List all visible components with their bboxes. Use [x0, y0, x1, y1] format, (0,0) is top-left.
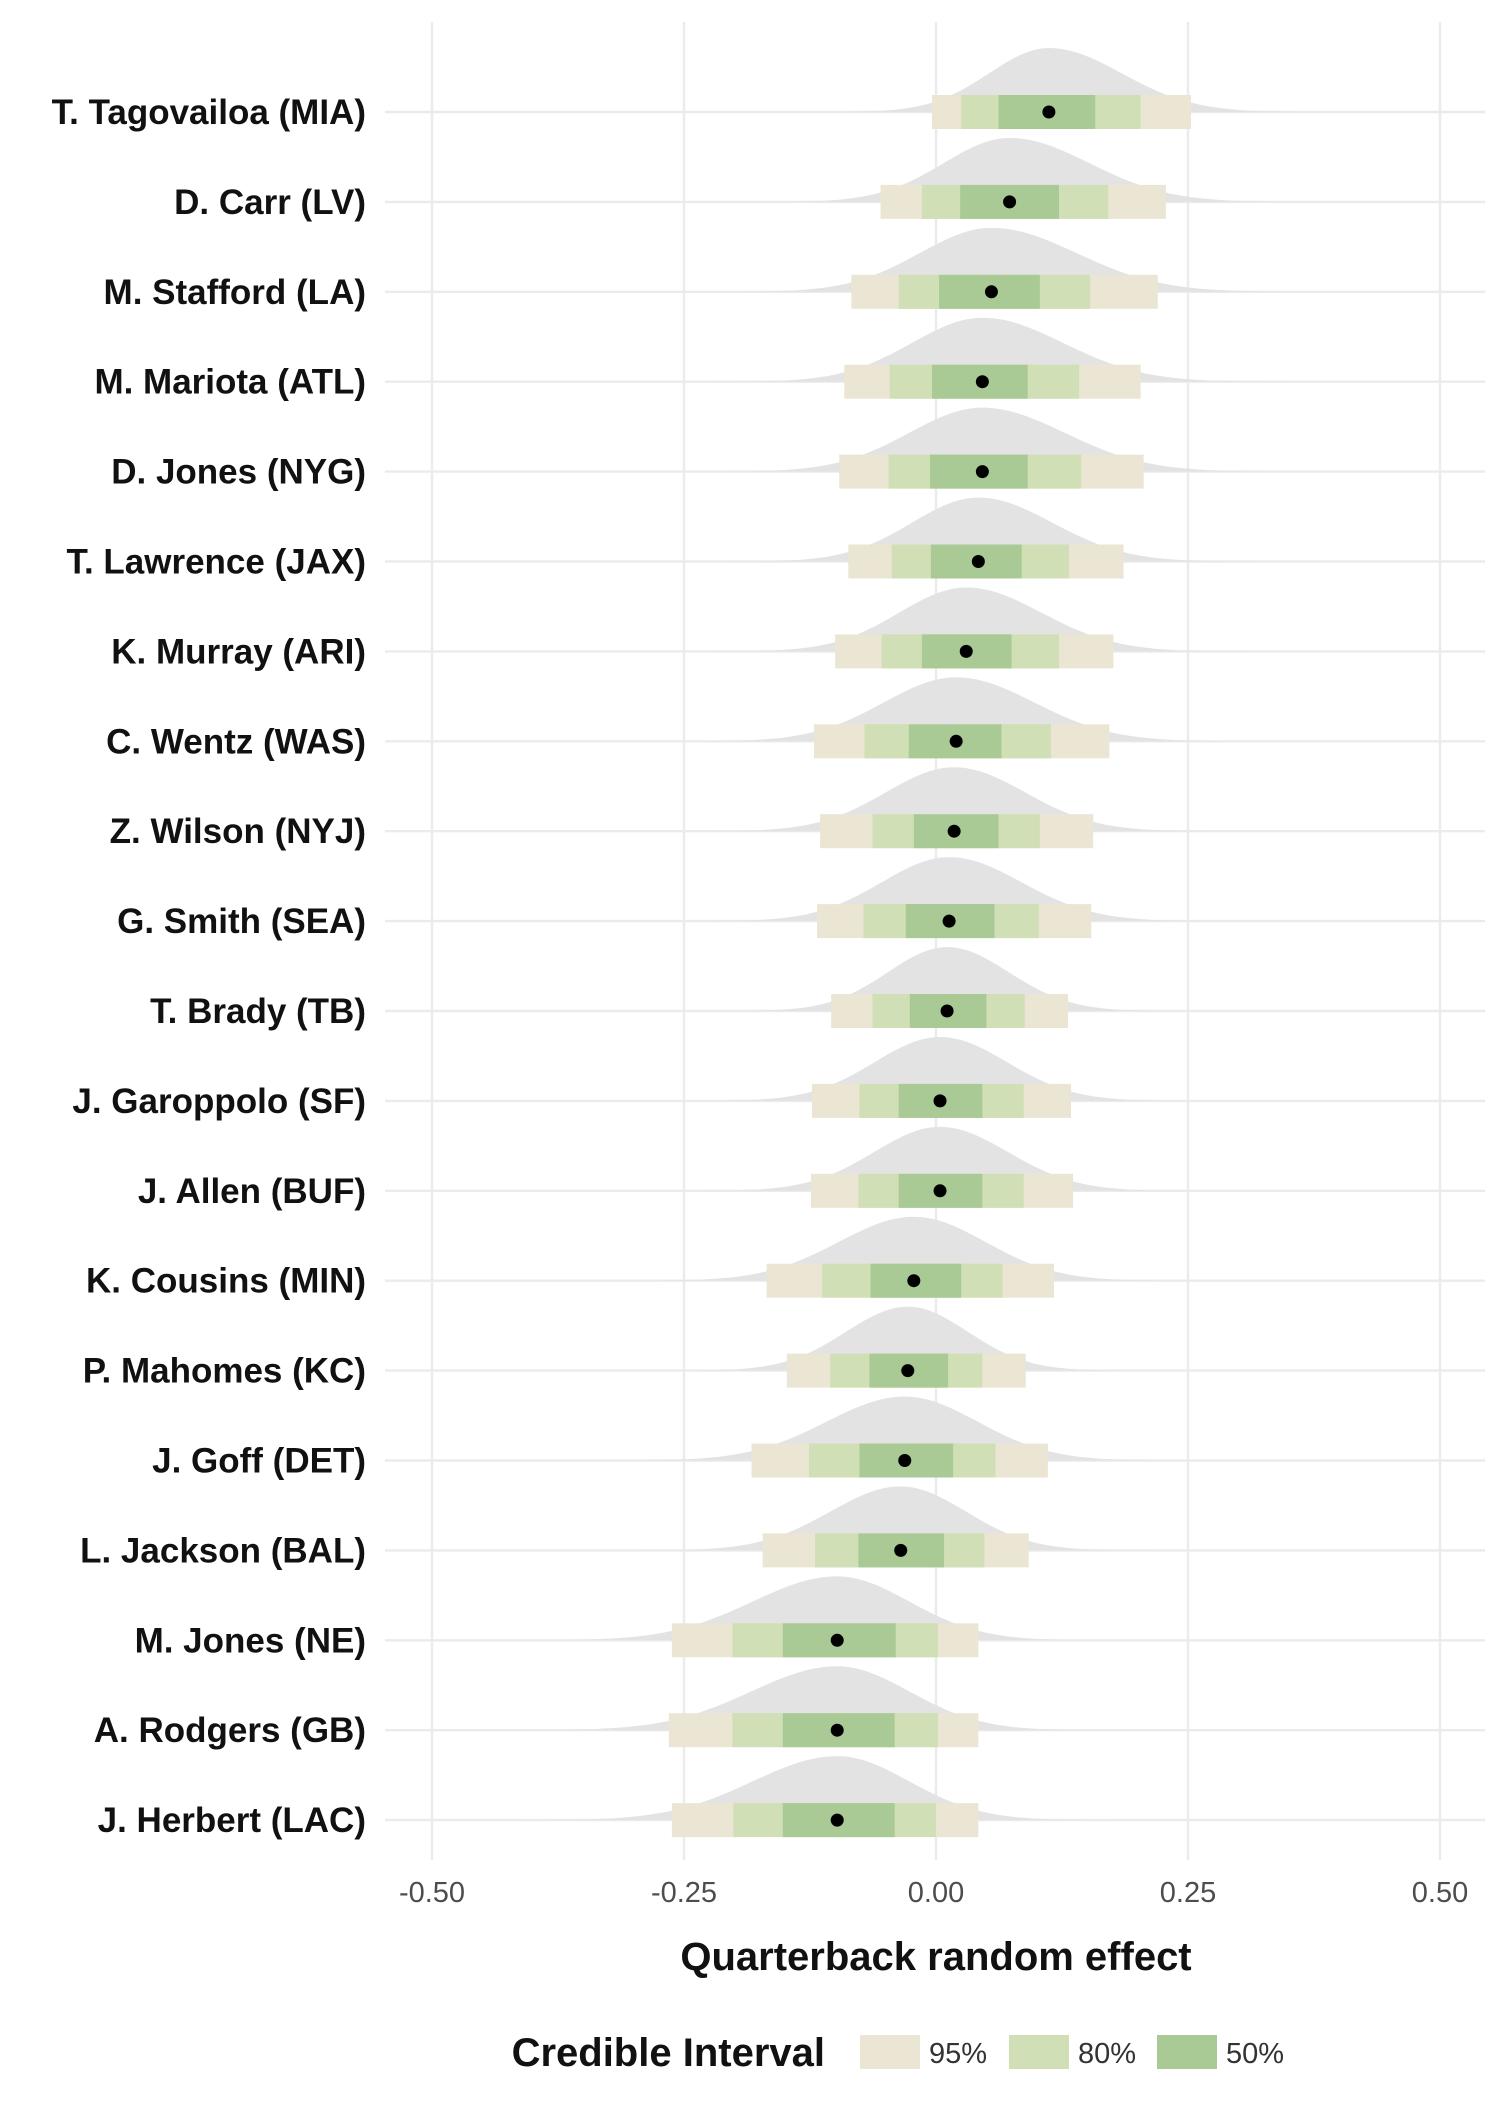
density-slab	[576, 1396, 1212, 1461]
qb-row: M. Mariota (ATL)	[94, 317, 1322, 402]
median-point	[933, 1184, 947, 1198]
density-slab	[483, 1756, 1140, 1821]
density-slab	[476, 1666, 1140, 1731]
qb-label: G. Smith (SEA)	[117, 902, 366, 941]
median-point	[830, 1633, 844, 1647]
legend-label: 80%	[1078, 2038, 1136, 2070]
legend-key	[860, 2035, 920, 2069]
density-slab	[604, 1486, 1175, 1551]
median-point	[971, 555, 985, 568]
density-slab	[665, 1037, 1221, 1101]
qb-row: T. Tagovailoa (MIA)	[52, 48, 1354, 132]
qb-row: Z. Wilson (NYJ)	[110, 767, 1253, 851]
x-tick-label: -0.50	[399, 1877, 465, 1909]
qb-row: P. Mahomes (KC)	[83, 1306, 1161, 1391]
density-slab	[598, 1216, 1215, 1281]
qb-label: T. Brady (TB)	[150, 992, 366, 1031]
density-slab	[698, 947, 1207, 1011]
qb-row: T. Brady (TB)	[150, 947, 1207, 1031]
median-point	[949, 734, 963, 748]
qb-row: L. Jackson (BAL)	[80, 1486, 1175, 1570]
density-slab	[648, 1306, 1161, 1371]
qb-row: J. Allen (BUF)	[138, 1126, 1226, 1211]
qb-label: M. Mariota (ATL)	[94, 363, 366, 402]
median-point	[830, 1723, 844, 1737]
x-tick-label: -0.25	[651, 1877, 717, 1909]
x-axis-title: Quarterback random effect	[680, 1935, 1191, 1979]
median-point	[901, 1364, 915, 1378]
legend-key	[1009, 2035, 1069, 2069]
qb-row: T. Lawrence (JAX)	[66, 497, 1290, 582]
median-point	[940, 1004, 954, 1018]
qb-label: T. Lawrence (JAX)	[66, 543, 366, 582]
qb-row: G. Smith (SEA)	[117, 857, 1254, 941]
density-slab	[686, 317, 1322, 382]
legend-title: Credible Interval	[512, 2031, 825, 2075]
qb-row: M. Stafford (LA)	[104, 227, 1348, 312]
qb-label: M. Jones (NE)	[135, 1621, 366, 1660]
legend-label: 50%	[1226, 2038, 1284, 2070]
density-slab	[699, 497, 1290, 562]
legend-label: 95%	[929, 2038, 987, 2070]
qb-row: K. Cousins (MIN)	[86, 1216, 1215, 1301]
qb-label: A. Rodgers (GB)	[94, 1711, 366, 1750]
qb-row: A. Rodgers (GB)	[94, 1666, 1140, 1750]
qb-label: J. Garoppolo (SF)	[72, 1082, 366, 1121]
density-slab	[483, 1576, 1140, 1641]
median-point	[830, 1813, 844, 1827]
x-tick-label: 0.00	[908, 1877, 964, 1909]
density-slab	[651, 677, 1285, 742]
density-slab	[691, 227, 1348, 292]
x-tick-label: 0.25	[1160, 1877, 1216, 1909]
median-point	[1003, 195, 1017, 209]
qb-row: J. Goff (DET)	[152, 1396, 1212, 1481]
qb-label: Z. Wilson (NYJ)	[110, 812, 366, 851]
median-point	[942, 914, 956, 928]
qb-row: J. Garoppolo (SF)	[72, 1037, 1221, 1121]
median-point	[933, 1094, 947, 1108]
x-axis: -0.50 -0.25 0.00 0.25 0.50	[399, 1877, 1468, 1909]
median-point	[959, 644, 973, 658]
x-tick-label: 0.50	[1412, 1877, 1468, 1909]
qb-row: C. Wentz (WAS)	[106, 677, 1285, 761]
median-point	[947, 824, 961, 838]
density-slab	[733, 137, 1345, 202]
qb-label: T. Tagovailoa (MIA)	[52, 93, 366, 132]
qb-label: J. Goff (DET)	[152, 1442, 366, 1481]
qb-label: D. Jones (NYG)	[111, 453, 366, 492]
qb-label: C. Wentz (WAS)	[106, 722, 366, 761]
qb-label: K. Murray (ARI)	[111, 632, 366, 671]
qb-row: M. Jones (NE)	[135, 1576, 1140, 1660]
qb-label: K. Cousins (MIN)	[86, 1262, 366, 1301]
median-point	[907, 1274, 921, 1288]
density-slab	[666, 767, 1253, 832]
qb-label: D. Carr (LV)	[174, 183, 366, 222]
qb-row: J. Herbert (LAC)	[98, 1756, 1140, 1840]
qb-row: K. Murray (ARI)	[111, 587, 1282, 671]
legend: Credible Interval 95% 80% 50%	[512, 2031, 1284, 2075]
median-point	[984, 285, 998, 299]
density-slab	[663, 1126, 1226, 1191]
rows-layer: T. Tagovailoa (MIA) D. Carr (LV) M. Staffo…	[52, 48, 1354, 1840]
density-slab	[675, 407, 1328, 472]
density-slab	[685, 587, 1282, 652]
qb-label: M. Stafford (LA)	[104, 273, 366, 312]
qb-row: D. Carr (LV)	[174, 137, 1345, 222]
density-slab	[666, 857, 1254, 922]
median-point	[894, 1543, 908, 1557]
qb-row: D. Jones (NYG)	[111, 407, 1328, 492]
density-slab	[798, 48, 1354, 112]
median-point	[975, 465, 989, 479]
median-point	[898, 1454, 912, 1467]
qb-label: L. Jackson (BAL)	[80, 1531, 366, 1570]
qb-label: J. Allen (BUF)	[138, 1172, 366, 1211]
legend-key	[1157, 2035, 1217, 2069]
median-point	[975, 375, 989, 389]
qb-label: P. Mahomes (KC)	[83, 1352, 366, 1391]
qb-label: J. Herbert (LAC)	[98, 1801, 366, 1840]
median-point	[1042, 105, 1056, 119]
